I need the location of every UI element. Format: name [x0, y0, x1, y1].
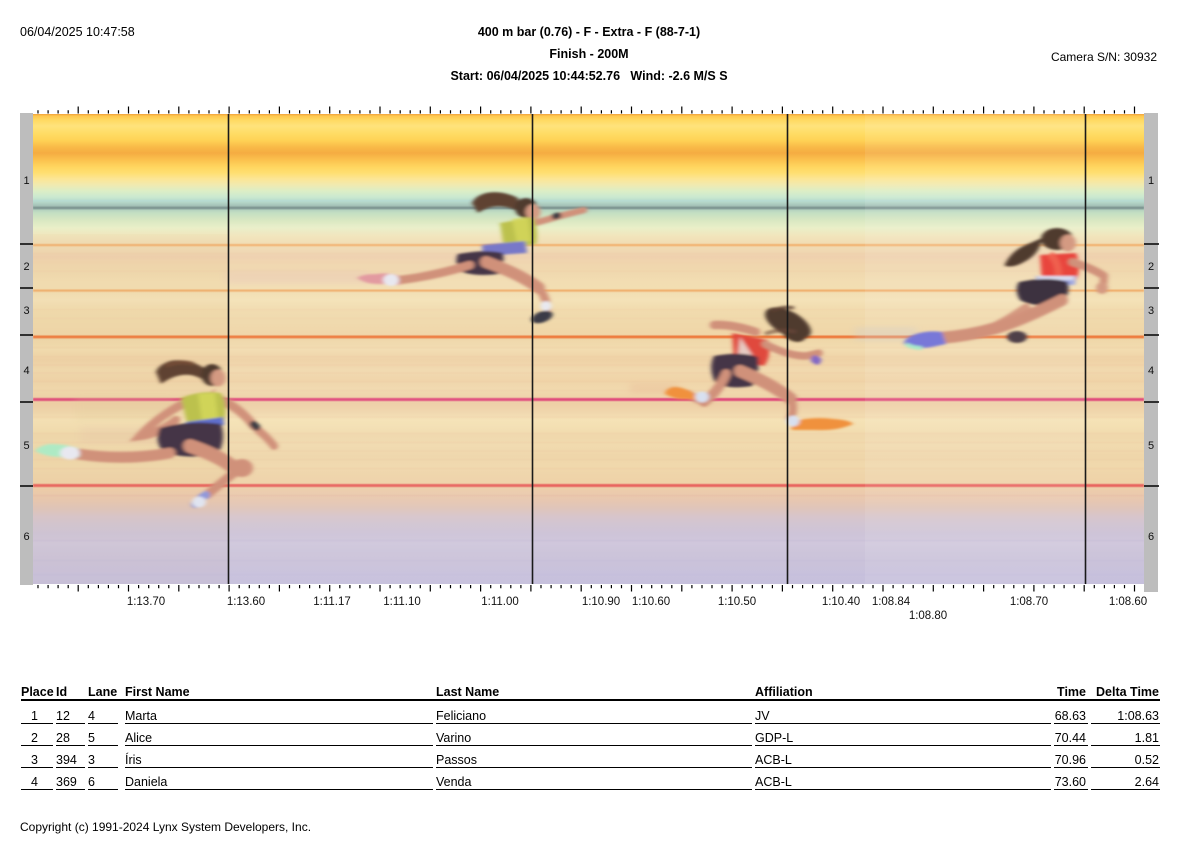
svg-text:4: 4: [23, 365, 29, 377]
svg-text:1:10.50: 1:10.50: [718, 596, 756, 608]
svg-text:1:13.60: 1:13.60: [227, 596, 265, 608]
svg-text:1:08.70: 1:08.70: [1010, 596, 1048, 608]
svg-text:2: 2: [23, 261, 29, 273]
svg-text:5: 5: [1148, 440, 1154, 452]
svg-text:6: 6: [23, 531, 29, 543]
svg-text:1: 1: [23, 175, 29, 187]
svg-text:3: 3: [23, 305, 29, 317]
svg-text:6: 6: [1148, 531, 1154, 543]
svg-text:1:08.80: 1:08.80: [909, 610, 947, 622]
svg-text:4: 4: [1148, 365, 1154, 377]
svg-text:1: 1: [1148, 175, 1154, 187]
svg-text:1:08.60: 1:08.60: [1109, 596, 1147, 608]
svg-text:1:11.00: 1:11.00: [481, 596, 519, 608]
svg-text:3: 3: [1148, 305, 1154, 317]
svg-text:1:10.90: 1:10.90: [582, 596, 620, 608]
svg-text:1:08.84: 1:08.84: [872, 596, 911, 608]
svg-text:1:11.10: 1:11.10: [383, 596, 421, 608]
svg-text:5: 5: [23, 440, 29, 452]
svg-text:1:10.40: 1:10.40: [822, 596, 860, 608]
svg-text:2: 2: [1148, 261, 1154, 273]
svg-text:1:10.60: 1:10.60: [632, 596, 670, 608]
svg-text:1:13.70: 1:13.70: [127, 596, 165, 608]
svg-text:1:11.17: 1:11.17: [313, 596, 351, 608]
